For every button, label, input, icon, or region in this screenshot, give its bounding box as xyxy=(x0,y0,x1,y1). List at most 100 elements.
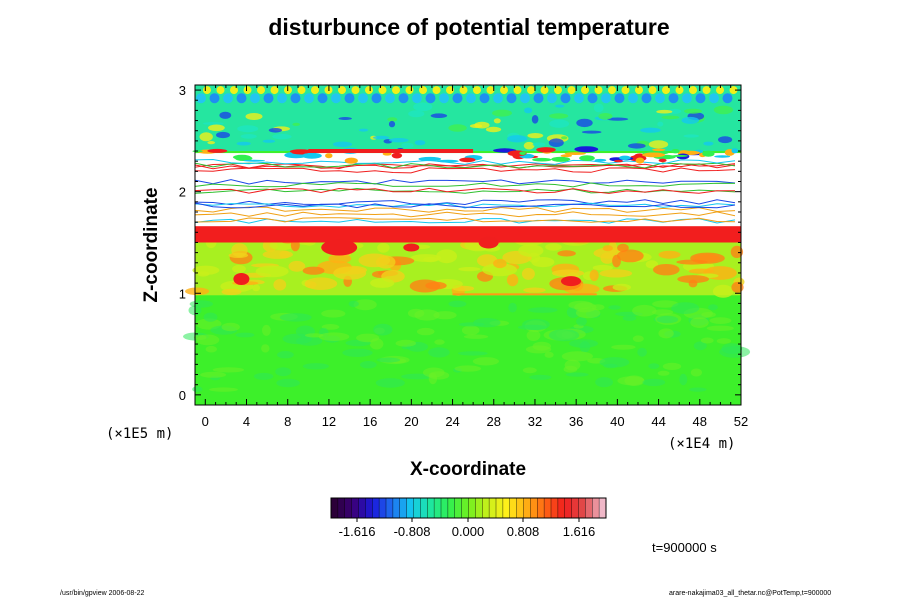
red-blob xyxy=(478,236,499,249)
field-patch xyxy=(200,371,227,378)
field-patch xyxy=(708,304,718,311)
middle-patch xyxy=(523,287,546,293)
field-patch xyxy=(624,375,645,387)
field-patch xyxy=(422,367,445,378)
field-patch xyxy=(318,332,350,342)
middle-patch xyxy=(482,263,518,277)
footer-left: /usr/bin/gpview 2006-08-22 xyxy=(60,590,145,597)
wave-spot xyxy=(351,86,360,95)
middle-patch xyxy=(518,244,544,257)
field-patch xyxy=(575,307,601,319)
colorbar-swatch xyxy=(358,498,366,518)
wave-spot xyxy=(554,86,562,95)
wave-spot xyxy=(520,93,530,104)
wave-patch xyxy=(332,141,353,148)
wave-spot xyxy=(527,86,535,95)
colorbar-swatch xyxy=(351,498,359,518)
x-tick-label: 28 xyxy=(487,414,501,429)
wave-spot xyxy=(196,93,206,104)
middle-patch xyxy=(506,273,519,287)
field-patch xyxy=(701,311,716,318)
shear-patch xyxy=(619,155,631,160)
shear-patch xyxy=(579,155,595,162)
colorbar-swatch xyxy=(537,498,545,518)
wave-patch xyxy=(237,125,259,133)
wave-spot xyxy=(648,86,657,95)
field-patch xyxy=(721,343,743,354)
field-patch xyxy=(532,341,551,351)
field-patch xyxy=(690,368,703,377)
shear-patch xyxy=(702,150,715,157)
field-patch xyxy=(632,335,644,343)
wave-spot xyxy=(250,93,260,104)
colorbar-swatch xyxy=(379,498,387,518)
colorbar-swatch xyxy=(344,498,352,518)
wave-spot xyxy=(533,93,544,104)
wave-spot xyxy=(392,86,400,95)
y-tick-label: 2 xyxy=(179,185,186,200)
wave-spot xyxy=(500,86,508,95)
shear-patch xyxy=(658,158,667,163)
field-patch xyxy=(189,300,213,308)
field-patch xyxy=(526,329,541,341)
x-tick-label: 8 xyxy=(284,414,291,429)
wave-spot xyxy=(675,86,684,95)
colorbar-swatch xyxy=(551,498,559,518)
wave-spot xyxy=(432,86,441,95)
red-blob xyxy=(561,276,581,287)
middle-patch xyxy=(653,264,680,276)
wave-patch xyxy=(373,135,390,140)
red-blob xyxy=(403,243,420,252)
field-patch xyxy=(221,322,240,332)
shear-patch xyxy=(536,147,556,153)
wave-spot xyxy=(277,93,287,104)
wave-patch xyxy=(561,136,568,140)
field-patch xyxy=(279,313,312,322)
wave-patch xyxy=(668,108,682,114)
colorbar-tick-label: 1.616 xyxy=(563,524,596,539)
wave-spot xyxy=(203,86,211,95)
wave-patch xyxy=(549,113,569,119)
shear-patch xyxy=(714,155,731,158)
wave-spot xyxy=(601,93,611,104)
middle-patch xyxy=(612,283,631,291)
wave-spot xyxy=(581,86,589,95)
middle-patch xyxy=(231,243,248,258)
wave-spot xyxy=(338,86,346,95)
wave-patch xyxy=(492,109,512,117)
colorbar-swatch xyxy=(413,498,421,518)
red-layer xyxy=(195,226,741,243)
field-patch xyxy=(632,304,657,317)
middle-patch xyxy=(377,242,390,253)
x-tick-label: 44 xyxy=(651,414,665,429)
wave-patch xyxy=(506,135,528,143)
x-tick-label: 24 xyxy=(445,414,459,429)
field-patch xyxy=(276,378,300,388)
wave-patch xyxy=(713,105,734,115)
shear-patch xyxy=(731,148,739,154)
field-patch xyxy=(622,315,637,322)
field-patch xyxy=(434,339,445,345)
field-patch xyxy=(428,372,438,385)
field-patch xyxy=(528,307,558,313)
field-patch xyxy=(373,323,393,336)
field-patch xyxy=(262,324,271,336)
wave-patch xyxy=(493,118,501,124)
colorbar-swatch xyxy=(365,498,373,518)
wave-spot xyxy=(358,93,368,104)
wave-patch xyxy=(718,136,733,144)
field-patch xyxy=(576,317,587,326)
middle-patch xyxy=(658,250,681,259)
field-patch xyxy=(414,309,440,321)
middle-patch xyxy=(589,269,599,282)
wave-patch xyxy=(627,143,646,149)
colorbar: -1.616 -0.808 0.000 0.808 1.616 xyxy=(330,497,607,539)
wave-patch xyxy=(272,133,292,140)
middle-patch xyxy=(221,288,242,296)
contour-line xyxy=(194,179,736,185)
time-label: t=900000 s xyxy=(652,540,717,555)
colorbar-swatch xyxy=(447,498,456,518)
wave-patch xyxy=(576,118,593,128)
shear-patch xyxy=(519,151,526,155)
middle-patch xyxy=(423,256,439,263)
